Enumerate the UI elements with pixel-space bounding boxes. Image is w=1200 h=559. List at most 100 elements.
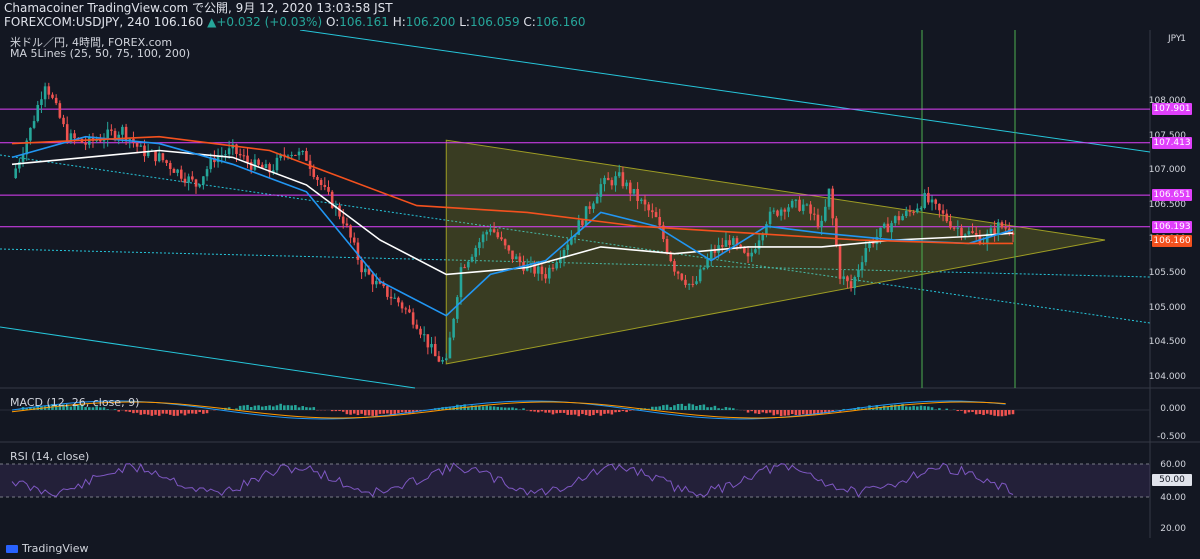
- macd-histogram-bar: [162, 410, 165, 414]
- macd-histogram-bar: [268, 405, 271, 410]
- macd-histogram-bar: [117, 410, 120, 412]
- macd-histogram-bar: [651, 407, 654, 410]
- candle-body: [960, 228, 963, 236]
- candle-body: [467, 262, 470, 268]
- candle-body: [401, 302, 404, 308]
- candle-body: [14, 168, 17, 178]
- ma-legend[interactable]: MA 5Lines (25, 50, 75, 100, 200): [10, 47, 190, 60]
- candle-body: [463, 267, 466, 268]
- macd-histogram-bar: [714, 406, 717, 410]
- last-price: 106.160: [154, 15, 204, 29]
- candle-body: [861, 262, 864, 270]
- candle-body: [795, 200, 798, 201]
- candle-body: [346, 224, 349, 226]
- candle-body: [301, 151, 304, 152]
- tv-logo-icon: [6, 545, 18, 553]
- macd-histogram-bar: [312, 407, 315, 410]
- candle-body: [857, 270, 860, 277]
- macd-histogram-bar: [695, 406, 698, 410]
- candle-body: [136, 143, 139, 147]
- candle-body: [942, 210, 945, 213]
- macd-legend[interactable]: MACD (12, 26, close, 9): [10, 396, 139, 409]
- candle-body: [850, 281, 853, 288]
- candle-body: [478, 242, 481, 248]
- symbol-label[interactable]: FOREXCOM:USDJPY, 240: [4, 15, 150, 29]
- candle-body: [360, 260, 363, 272]
- candle-body: [710, 250, 713, 259]
- up-arrow-icon: ▲: [207, 15, 216, 29]
- candle-body: [460, 267, 463, 297]
- macd-histogram-bar: [132, 410, 135, 413]
- macd-histogram-bar: [747, 410, 750, 413]
- macd-histogram-bar: [721, 409, 724, 410]
- candle-body: [408, 309, 411, 312]
- candle-body: [143, 146, 146, 157]
- tradingview-logo[interactable]: TradingView: [6, 542, 88, 555]
- candle-body: [438, 356, 441, 362]
- candle-body: [114, 131, 117, 139]
- macd-histogram-bar: [301, 406, 304, 410]
- candle-body: [393, 298, 396, 299]
- candle-body: [968, 231, 971, 234]
- macd-histogram-bar: [666, 405, 669, 410]
- candle-body: [430, 344, 433, 347]
- ohlc-line: FOREXCOM:USDJPY, 240 106.160 ▲+0.032 (+0…: [4, 15, 585, 29]
- macd-histogram-bar: [272, 406, 275, 410]
- macd-histogram-bar: [191, 410, 194, 414]
- macd-histogram-bar: [795, 410, 798, 415]
- close-label: C:: [523, 15, 535, 29]
- macd-histogram-bar: [938, 408, 941, 410]
- candle-body: [544, 274, 547, 278]
- candle-body: [920, 208, 923, 209]
- footer-bar: TradingView: [0, 538, 1200, 558]
- candle-body: [209, 158, 212, 169]
- macd-histogram-bar: [776, 410, 779, 414]
- macd-histogram-bar: [614, 410, 617, 412]
- macd-histogram-bar: [335, 410, 338, 411]
- candle-body: [515, 256, 518, 259]
- candle-body: [541, 267, 544, 274]
- candle-body: [173, 169, 176, 173]
- level-price-badge: 107.413: [1152, 137, 1192, 149]
- macd-histogram-bar: [968, 410, 971, 412]
- macd-histogram-bar: [780, 410, 783, 416]
- candle-body: [636, 189, 639, 201]
- candle-body: [239, 154, 242, 155]
- candle-body: [780, 210, 783, 216]
- candle-body: [342, 217, 345, 224]
- candle-body: [927, 193, 930, 202]
- macd-histogram-bar: [585, 410, 588, 415]
- candle-body: [828, 189, 831, 207]
- macd-histogram-bar: [791, 410, 794, 414]
- macd-histogram-bar: [607, 410, 610, 413]
- candle-body: [890, 223, 893, 232]
- macd-histogram-bar: [368, 410, 371, 415]
- candle-body: [195, 179, 198, 186]
- price-tick-label: 107.000: [1149, 165, 1186, 175]
- macd-histogram-bar: [658, 406, 661, 410]
- candle-body: [298, 152, 301, 156]
- macd-histogram-bar: [290, 405, 293, 410]
- candle-body: [386, 286, 389, 297]
- rsi-legend[interactable]: RSI (14, close): [10, 450, 89, 463]
- level-price-badge: 107.901: [1152, 103, 1192, 115]
- candle-body: [680, 274, 683, 280]
- candle-body: [658, 217, 661, 225]
- candle-body: [84, 143, 87, 145]
- macd-histogram-bar: [596, 410, 599, 413]
- candle-body: [949, 221, 952, 228]
- macd-histogram-bar: [717, 408, 720, 410]
- macd-histogram-bar: [1004, 410, 1007, 416]
- macd-histogram-bar: [570, 410, 573, 415]
- macd-histogram-bar: [629, 410, 632, 411]
- price-chart[interactable]: [0, 30, 1200, 538]
- macd-histogram-bar: [261, 407, 264, 410]
- candle-body: [324, 185, 327, 187]
- candle-body: [596, 197, 599, 204]
- open-label: O:: [326, 15, 339, 29]
- candle-body: [622, 172, 625, 186]
- macd-histogram-bar: [397, 410, 400, 413]
- macd-histogram-bar: [173, 410, 176, 416]
- close-value: 106.160: [536, 15, 586, 29]
- candle-body: [427, 334, 430, 347]
